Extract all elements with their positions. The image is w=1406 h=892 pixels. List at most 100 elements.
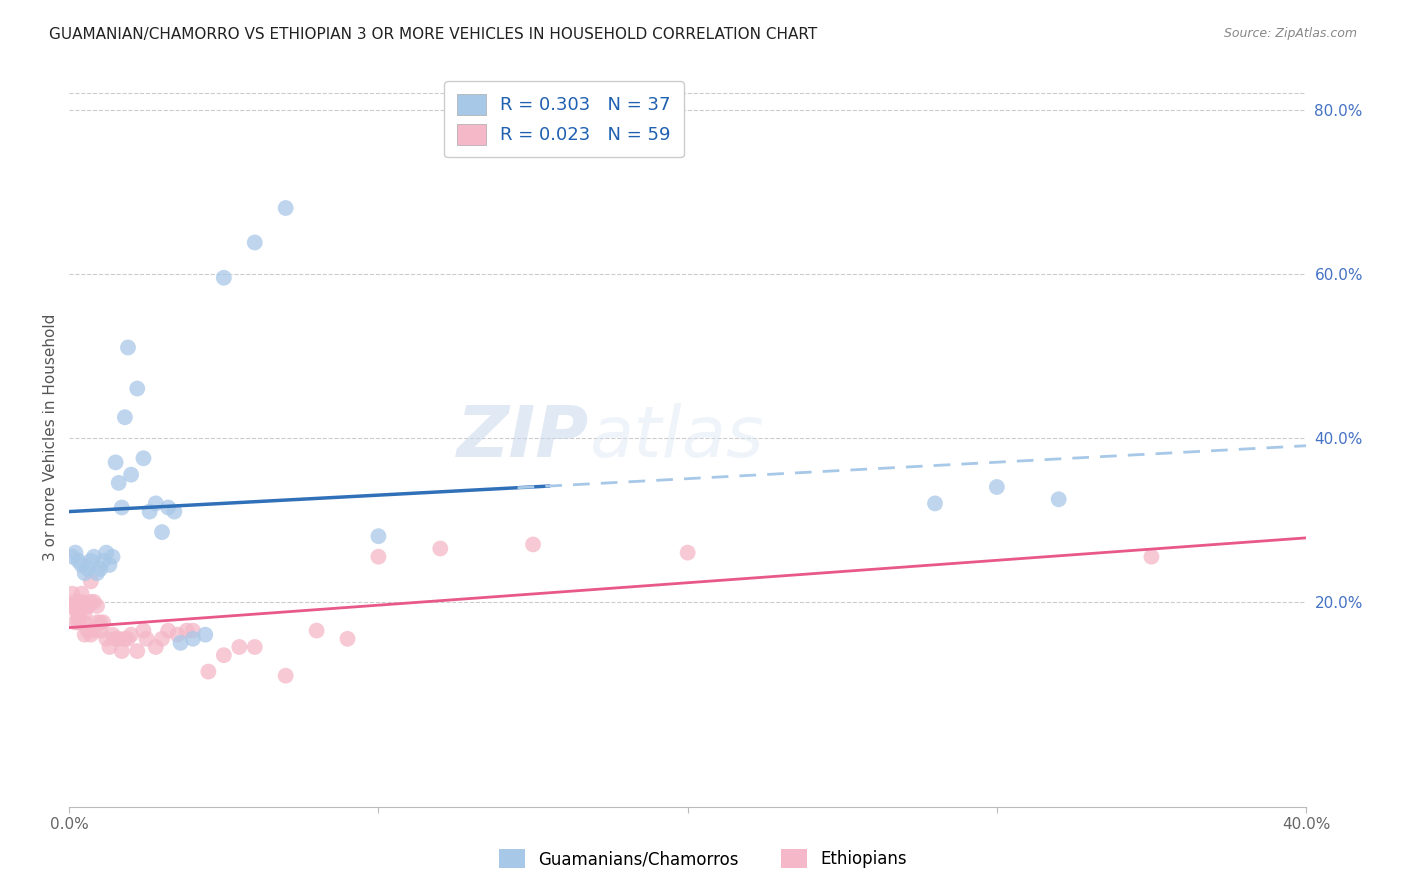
Point bbox=[181, 624, 204, 638]
Point bbox=[67, 611, 90, 625]
Point bbox=[169, 636, 191, 650]
Point bbox=[89, 624, 111, 638]
Point bbox=[135, 632, 157, 646]
Point bbox=[676, 546, 699, 560]
Point bbox=[65, 546, 87, 560]
Point bbox=[60, 587, 83, 601]
Point bbox=[114, 410, 136, 425]
Point bbox=[1047, 492, 1070, 507]
Point bbox=[86, 615, 108, 630]
Point bbox=[120, 467, 142, 482]
Point bbox=[83, 595, 105, 609]
Point bbox=[150, 525, 173, 540]
Point bbox=[111, 500, 134, 515]
Point bbox=[76, 624, 98, 638]
Text: ZIP: ZIP bbox=[457, 403, 589, 472]
Point bbox=[76, 599, 98, 613]
Point bbox=[1140, 549, 1163, 564]
Point bbox=[163, 505, 186, 519]
Point bbox=[132, 624, 155, 638]
Point bbox=[70, 595, 93, 609]
Point bbox=[91, 615, 114, 630]
Point bbox=[117, 632, 139, 646]
Point bbox=[336, 632, 359, 646]
Point bbox=[76, 562, 98, 576]
Text: GUAMANIAN/CHAMORRO VS ETHIOPIAN 3 OR MORE VEHICLES IN HOUSEHOLD CORRELATION CHAR: GUAMANIAN/CHAMORRO VS ETHIOPIAN 3 OR MOR… bbox=[49, 27, 817, 42]
Point bbox=[89, 615, 111, 630]
Point bbox=[150, 632, 173, 646]
Point bbox=[60, 549, 83, 564]
Point bbox=[86, 599, 108, 613]
Point bbox=[104, 455, 127, 469]
Point bbox=[127, 382, 149, 396]
Point bbox=[70, 558, 93, 572]
Point bbox=[83, 624, 105, 638]
Point bbox=[107, 475, 129, 490]
Point bbox=[80, 595, 103, 609]
Point bbox=[73, 607, 96, 622]
Point bbox=[96, 632, 118, 646]
Point bbox=[157, 624, 180, 638]
Point bbox=[986, 480, 1008, 494]
Point bbox=[104, 632, 127, 646]
Point bbox=[73, 615, 96, 630]
Point bbox=[80, 574, 103, 589]
Point bbox=[73, 599, 96, 613]
Point bbox=[228, 640, 250, 654]
Point bbox=[145, 640, 167, 654]
Point bbox=[367, 549, 389, 564]
Point bbox=[67, 603, 90, 617]
Point bbox=[80, 628, 103, 642]
Point bbox=[83, 549, 105, 564]
Point bbox=[243, 640, 266, 654]
Point bbox=[114, 632, 136, 646]
Y-axis label: 3 or more Vehicles in Household: 3 or more Vehicles in Household bbox=[44, 314, 58, 561]
Point bbox=[65, 595, 87, 609]
Point bbox=[98, 640, 121, 654]
Point bbox=[166, 628, 188, 642]
Point bbox=[107, 632, 129, 646]
Point bbox=[70, 587, 93, 601]
Point bbox=[176, 624, 198, 638]
Point bbox=[76, 599, 98, 613]
Point bbox=[522, 537, 544, 551]
Point bbox=[101, 628, 124, 642]
Point bbox=[86, 566, 108, 581]
Point bbox=[80, 554, 103, 568]
Point bbox=[73, 566, 96, 581]
Point bbox=[120, 628, 142, 642]
Text: atlas: atlas bbox=[589, 403, 763, 472]
Point bbox=[194, 628, 217, 642]
Legend: R = 0.303   N = 37, R = 0.023   N = 59: R = 0.303 N = 37, R = 0.023 N = 59 bbox=[444, 81, 683, 157]
Point bbox=[98, 558, 121, 572]
Point bbox=[212, 270, 235, 285]
Point bbox=[67, 607, 90, 622]
Point bbox=[429, 541, 451, 556]
Point bbox=[73, 628, 96, 642]
Point bbox=[924, 496, 946, 510]
Point bbox=[89, 562, 111, 576]
Point bbox=[197, 665, 219, 679]
Point bbox=[60, 599, 83, 613]
Point bbox=[67, 554, 90, 568]
Point bbox=[96, 546, 118, 560]
Point bbox=[127, 644, 149, 658]
Text: Source: ZipAtlas.com: Source: ZipAtlas.com bbox=[1223, 27, 1357, 40]
Point bbox=[367, 529, 389, 543]
Point bbox=[70, 599, 93, 613]
Point bbox=[132, 451, 155, 466]
Point bbox=[65, 603, 87, 617]
Point bbox=[181, 632, 204, 646]
Point bbox=[138, 505, 160, 519]
Point bbox=[274, 669, 297, 683]
Point bbox=[65, 615, 87, 630]
Point bbox=[101, 549, 124, 564]
Point bbox=[305, 624, 328, 638]
Point bbox=[274, 201, 297, 215]
Point bbox=[212, 648, 235, 663]
Point bbox=[145, 496, 167, 510]
Point bbox=[111, 644, 134, 658]
Point bbox=[67, 615, 90, 630]
Legend: Guamanians/Chamorros, Ethiopians: Guamanians/Chamorros, Ethiopians bbox=[492, 843, 914, 875]
Point bbox=[157, 500, 180, 515]
